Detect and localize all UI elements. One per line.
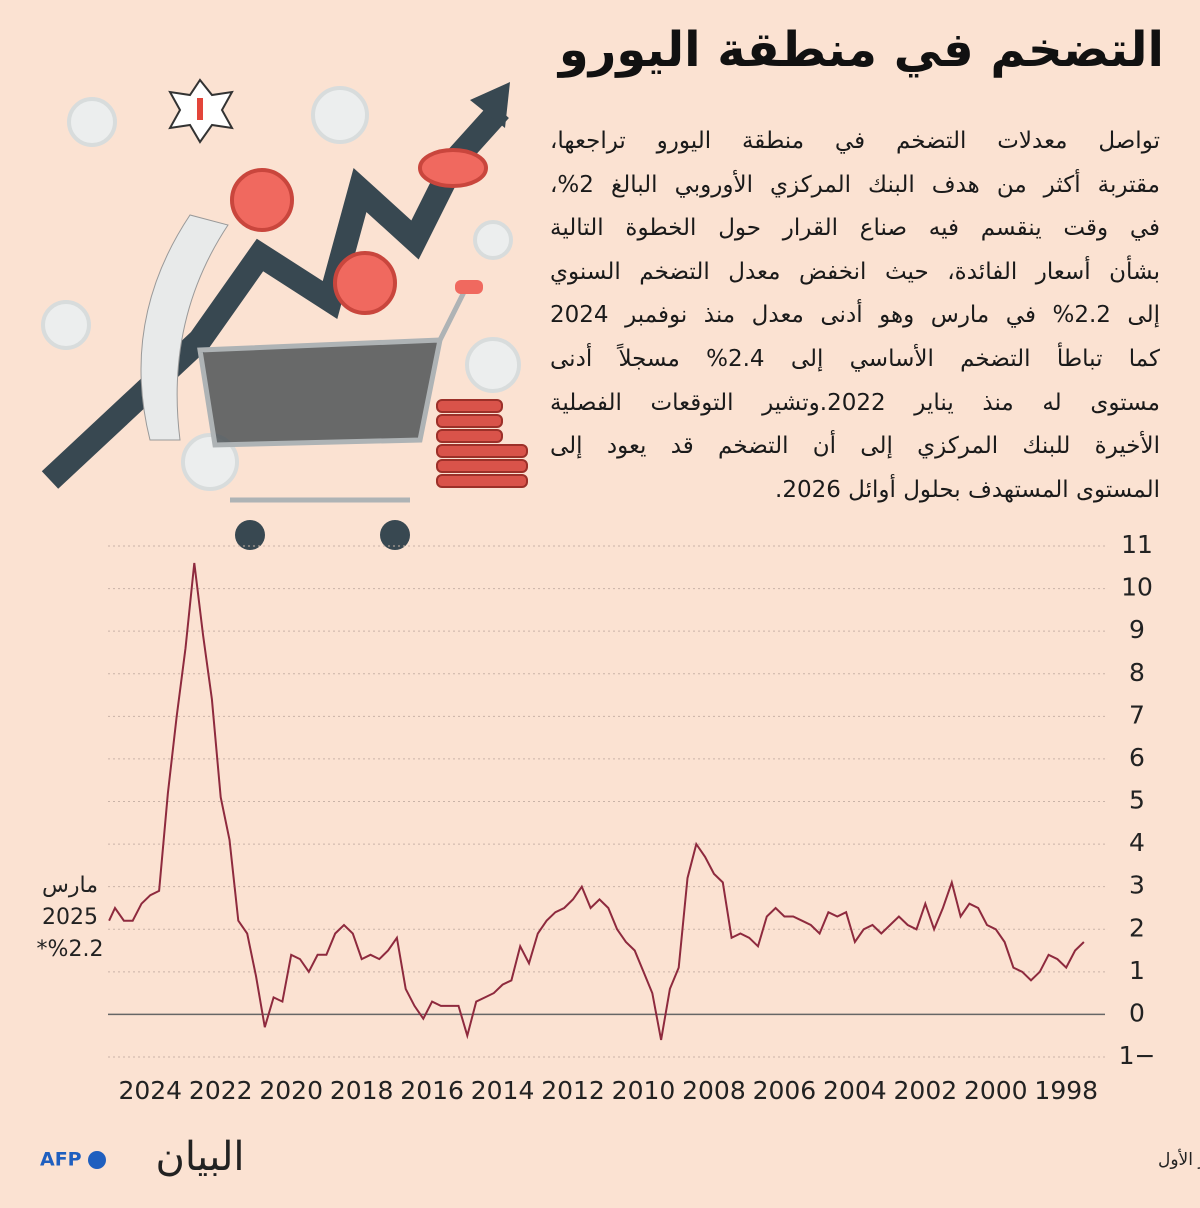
x-tick-label: 2008	[682, 1076, 746, 1105]
x-tick-label: 2002	[894, 1076, 958, 1105]
logo: البيان	[155, 1134, 244, 1180]
y-tick-label: 2	[1129, 913, 1145, 942]
x-tick-label: 2018	[330, 1076, 394, 1105]
x-tick-label: 2016	[400, 1076, 464, 1105]
body-line: كما تباطأ التضخم الأساسي إلى 2.4% مسجلاً…	[550, 345, 1160, 372]
coin	[473, 220, 513, 260]
coin	[181, 433, 239, 491]
source: المصدر: يوروستات | *التقدير الأول	[1158, 1149, 1200, 1170]
y-tick-label: 3	[1129, 871, 1145, 900]
y-tick-label: 1−	[1119, 1041, 1156, 1070]
body-line: إلى 2.2% في مارس وهو أدنى معدل منذ نوفمب…	[550, 302, 1160, 329]
y-tick-label: 4	[1129, 828, 1145, 857]
y-tick-label: 9	[1129, 615, 1145, 644]
agency-dot	[88, 1151, 106, 1169]
cart-handle	[437, 288, 468, 342]
x-tick-label: 1998	[1034, 1076, 1098, 1105]
coin	[465, 337, 521, 393]
x-tick-label: 2024	[118, 1076, 182, 1105]
coin	[41, 300, 91, 350]
x-tick-label: 2004	[823, 1076, 887, 1105]
cart-goods	[200, 340, 440, 445]
coin-red	[230, 168, 294, 232]
y-tick-label: 1	[1129, 956, 1145, 985]
y-tick-label: 11	[1121, 530, 1153, 559]
body-line: بشأن أسعار الفائدة، حيث انخفض معدل التضخ…	[550, 258, 1160, 285]
body-text: تواصل معدلات التضخم في منطقة اليورو تراج…	[550, 120, 1160, 512]
coin-stack	[436, 399, 528, 488]
annotation: %2.2*	[37, 937, 104, 962]
y-tick-label: 5	[1129, 786, 1145, 815]
body-line: الأخيرة للبنك المركزي إلى أن التضخم قد ي…	[550, 433, 1160, 460]
cart-basket	[197, 337, 444, 448]
x-tick-label: 2014	[471, 1076, 535, 1105]
inflation-line	[108, 562, 1085, 1041]
y-tick-label: 8	[1129, 658, 1145, 687]
x-tick-label: 2006	[753, 1076, 817, 1105]
agency: AFP	[40, 1149, 82, 1171]
illustration	[41, 78, 534, 550]
body-line: مستوى له منذ يناير 2022.وتشير التوقعات ا…	[550, 389, 1160, 416]
annotation: مارس	[42, 873, 98, 898]
x-tick-label: 2022	[189, 1076, 253, 1105]
x-tick-label: 2020	[259, 1076, 323, 1105]
coin	[67, 97, 117, 147]
coin	[311, 86, 369, 144]
wheel	[235, 520, 265, 550]
x-tick-label: 2010	[612, 1076, 676, 1105]
receipt	[140, 214, 229, 441]
y-tick-label: 6	[1129, 743, 1145, 772]
body-line: مقتربة أكثر من هدف البنك المركزي الأوروب…	[550, 171, 1160, 198]
coin-red	[333, 251, 397, 315]
title: التضخم في منطقة اليورو	[558, 22, 1164, 78]
y-tick-label: 0	[1129, 998, 1145, 1027]
wheel	[380, 520, 410, 550]
coin-red	[418, 148, 488, 188]
arrow-head	[470, 82, 510, 128]
x-tick-label: 2000	[964, 1076, 1028, 1105]
cart-grip	[455, 280, 483, 294]
annotation: 2025	[42, 905, 98, 930]
alert-mark	[197, 98, 203, 120]
body-line: المستوى المستهدف بحلول أوائل 2026.	[775, 476, 1160, 503]
x-tick-label: 2012	[541, 1076, 605, 1105]
body-line: تواصل معدلات التضخم في منطقة اليورو تراج…	[550, 128, 1160, 154]
y-tick-label: 7	[1129, 700, 1145, 729]
body-line: في وقت ينقسم فيه صناع القرار حول الخطوة …	[550, 215, 1160, 242]
footer: المصدر: يوروستات | *التقدير الأول البيان…	[40, 1134, 1200, 1180]
y-tick-label: 10	[1121, 573, 1153, 602]
